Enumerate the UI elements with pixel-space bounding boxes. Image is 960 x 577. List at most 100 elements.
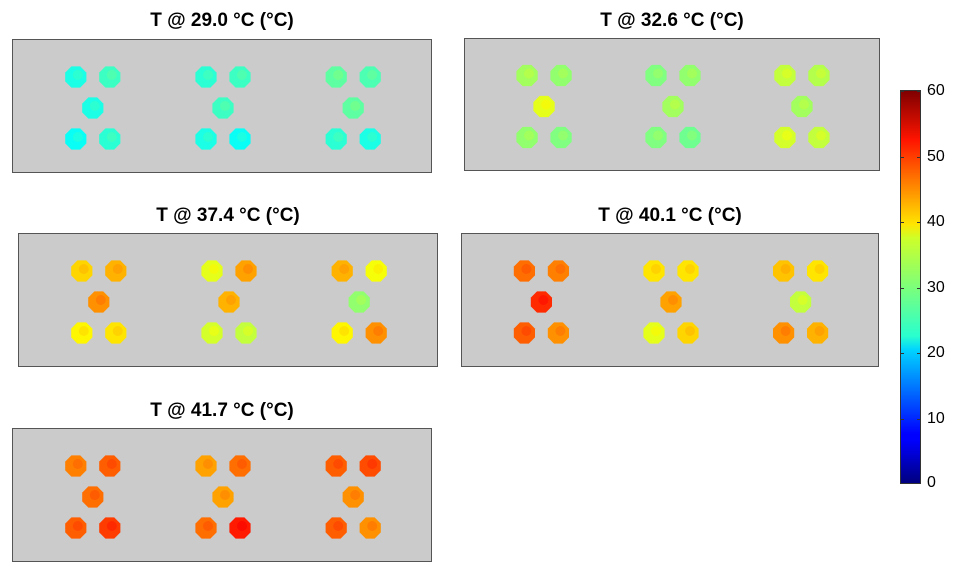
colorbar-tick-mark — [900, 222, 904, 223]
sample-group — [331, 260, 387, 344]
sample-spot-highlight — [780, 326, 791, 336]
sample-spot-highlight — [243, 264, 253, 274]
sample-spot-highlight — [555, 326, 566, 336]
sample-group — [325, 455, 381, 539]
sample-spot-highlight — [333, 521, 344, 531]
heatmap-panel: T @ 40.1 °C (°C) — [461, 205, 879, 367]
sample-spot-highlight — [72, 521, 83, 531]
sample-spot-highlight — [651, 264, 661, 274]
sample-spot-highlight — [203, 521, 213, 531]
sample-spot-highlight — [521, 326, 532, 336]
sample-spot-highlight — [209, 326, 219, 336]
colorbar-tick-mark — [900, 353, 904, 354]
colorbar-tick-mark — [917, 91, 921, 92]
sample-spot-highlight — [220, 490, 230, 500]
sample-spot-highlight — [685, 264, 695, 274]
heatmap-panel: T @ 32.6 °C (°C) — [464, 10, 880, 171]
sample-spot-highlight — [237, 70, 247, 80]
colorbar-tick-mark — [917, 483, 921, 484]
sample-spot-highlight — [558, 130, 568, 141]
sample-spot-highlight — [237, 521, 247, 531]
sample-group — [774, 64, 830, 149]
sample-map — [71, 260, 387, 344]
sample-spot-highlight — [653, 130, 663, 141]
sample-spot-highlight — [524, 130, 534, 141]
colorbar-tick-mark — [900, 287, 904, 289]
colorbar-tick-label: 10 — [927, 409, 945, 427]
sample-spot-highlight — [237, 459, 247, 469]
colorbar-tick-mark — [900, 483, 904, 484]
sample-spot-highlight — [112, 264, 123, 274]
sample-spot-highlight — [333, 132, 344, 142]
sample-spot-highlight — [356, 295, 367, 305]
sample-spot-highlight — [367, 459, 378, 469]
sample-spot-highlight — [816, 130, 826, 141]
sample-group — [195, 66, 251, 150]
sample-spot-highlight — [799, 99, 809, 110]
sample-spot-highlight — [367, 70, 378, 80]
sample-spot-highlight — [106, 70, 117, 80]
sample-spot-highlight — [89, 101, 100, 111]
sample-group — [516, 64, 572, 149]
sample-map — [65, 455, 381, 539]
sample-spot-highlight — [670, 99, 680, 110]
colorbar-tick-label: 0 — [927, 474, 936, 491]
sample-spot-highlight — [350, 101, 361, 111]
colorbar-tick-mark — [900, 418, 904, 420]
sample-spot-highlight — [95, 295, 106, 305]
sample-spot-highlight — [78, 326, 89, 336]
colorbar-tick-mark — [900, 91, 904, 92]
sample-spot-highlight — [687, 68, 697, 79]
colorbar-tick-mark — [917, 287, 921, 289]
sample-spot-highlight — [814, 326, 825, 336]
colorbar-axis: 0 10 20 30 40 50 60 — [900, 82, 960, 491]
colorbar-tick-mark — [917, 156, 921, 158]
panel-title: T @ 29.0 °C (°C) — [150, 10, 294, 31]
sample-spot-highlight — [541, 99, 551, 110]
sample-spot-highlight — [106, 521, 117, 531]
sample-spot-highlight — [106, 132, 117, 142]
sample-group — [195, 455, 251, 539]
sample-spot-highlight — [668, 295, 678, 305]
sample-spot-highlight — [558, 68, 568, 79]
colorbar — [900, 90, 921, 484]
sample-spot-highlight — [226, 295, 236, 305]
sample-spot-highlight — [72, 459, 83, 469]
sample-group — [513, 260, 569, 344]
sample-spot-highlight — [538, 295, 549, 305]
sample-spot-highlight — [651, 326, 661, 336]
heatmap-panel: T @ 29.0 °C (°C) — [12, 10, 432, 173]
sample-group — [71, 260, 127, 344]
plot-area — [18, 233, 438, 367]
colorbar-tick-label: 30 — [927, 278, 945, 296]
sample-spot-highlight — [367, 521, 378, 531]
heatmap-panel: T @ 37.4 °C (°C) — [18, 205, 438, 367]
sample-map — [516, 64, 830, 149]
sample-spot-highlight — [333, 459, 344, 469]
sample-spot-highlight — [373, 264, 384, 274]
sample-group — [643, 260, 699, 344]
panel-title: T @ 41.7 °C (°C) — [150, 400, 294, 421]
sample-spot-highlight — [653, 68, 663, 79]
sample-spot-highlight — [106, 459, 117, 469]
plot-area — [461, 233, 879, 367]
sample-spot-highlight — [685, 326, 695, 336]
sample-spot-highlight — [373, 326, 384, 336]
sample-spot-highlight — [203, 132, 213, 142]
sample-spot-highlight — [237, 132, 247, 142]
colorbar-tick-label: 20 — [927, 344, 945, 361]
sample-spot-highlight — [72, 70, 83, 80]
sample-spot-highlight — [816, 68, 826, 79]
colorbar-tick-label: 40 — [927, 213, 945, 230]
colorbar-tick-label: 60 — [927, 82, 945, 99]
sample-group — [201, 260, 257, 344]
sample-group — [325, 66, 381, 150]
colorbar-tick-label: 50 — [927, 147, 945, 165]
sample-spot-highlight — [687, 130, 697, 141]
sample-spot-highlight — [782, 68, 792, 79]
sample-spot-highlight — [333, 70, 344, 80]
sample-spot-highlight — [78, 264, 89, 274]
sample-spot-highlight — [555, 264, 566, 274]
sample-spot-highlight — [209, 264, 219, 274]
sample-spot-highlight — [220, 101, 230, 111]
